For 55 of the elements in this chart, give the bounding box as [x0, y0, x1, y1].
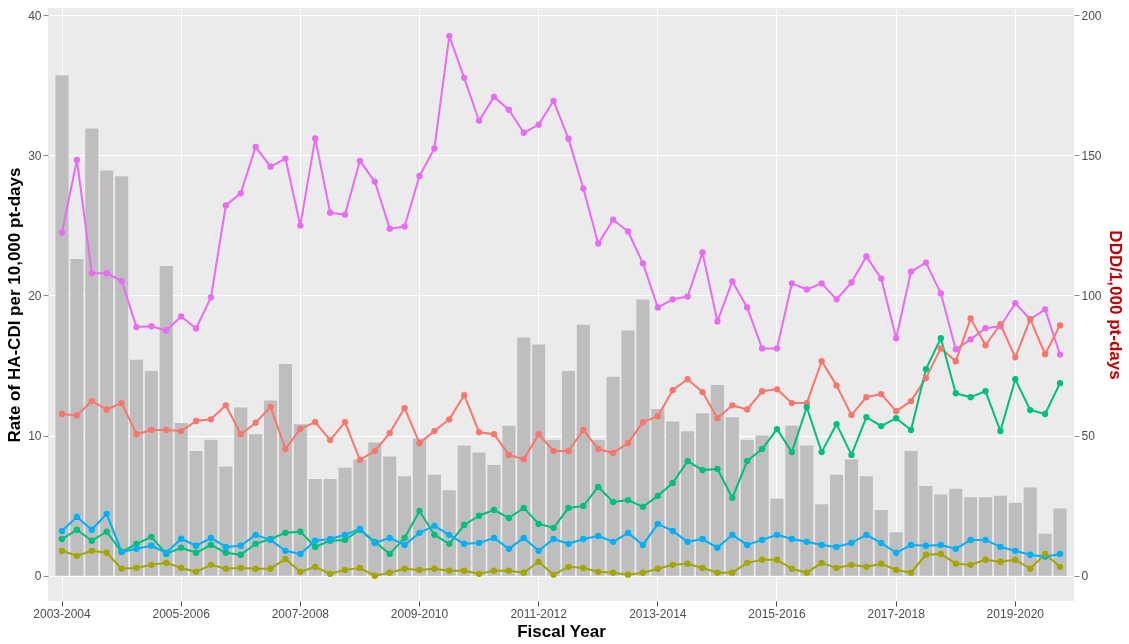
bar — [234, 407, 248, 576]
bar — [725, 417, 739, 576]
bar — [457, 445, 471, 576]
x-tick-label: 2019-2020 — [986, 606, 1045, 621]
y2-tick-label: 50 — [1081, 429, 1096, 444]
bar — [576, 324, 590, 576]
x-tick-label: 2011-2012 — [510, 606, 568, 621]
y-tick-label: 0 — [34, 569, 42, 584]
y-axis-title: Rate of HA-CDI per 10,000 pt-days — [5, 167, 25, 443]
bar — [532, 344, 546, 576]
x-tick-label: 2017-2018 — [867, 606, 926, 621]
bar — [666, 421, 680, 576]
y-tick-label: 20 — [28, 288, 42, 303]
x-tick-label: 2009-2010 — [390, 606, 449, 621]
x-axis-title: Fiscal Year — [517, 621, 607, 641]
y2-tick-label: 100 — [1081, 288, 1102, 303]
bar — [129, 359, 144, 576]
x-tick-label: 2013-2014 — [629, 606, 687, 621]
bar — [740, 439, 754, 576]
bar — [993, 495, 1007, 576]
bar — [681, 431, 695, 576]
bar — [830, 474, 844, 576]
y-tick-label: 30 — [28, 148, 42, 163]
y-tick-label: 40 — [28, 8, 42, 23]
bar — [695, 413, 710, 576]
bar — [100, 170, 114, 576]
bar — [949, 488, 963, 576]
y2-tick-label: 150 — [1081, 148, 1102, 163]
y2-tick-label: 200 — [1081, 8, 1102, 23]
y-tick-label: 10 — [28, 429, 42, 444]
bar — [144, 371, 158, 576]
x-tick-label: 2003-2004 — [33, 606, 92, 621]
bar — [859, 476, 873, 576]
y2-tick-label: 0 — [1081, 569, 1089, 584]
bar — [174, 422, 188, 576]
bar — [934, 494, 948, 576]
bar — [651, 408, 665, 576]
bar — [115, 176, 129, 576]
bar — [249, 434, 263, 576]
bar — [263, 400, 278, 576]
bar — [844, 459, 859, 576]
x-tick-label: 2007-2008 — [271, 606, 330, 621]
x-tick-label: 2005-2006 — [152, 606, 211, 621]
bar — [383, 456, 397, 576]
bar — [159, 265, 173, 576]
bar — [978, 497, 993, 576]
bar — [800, 445, 814, 576]
bar — [278, 364, 292, 576]
x-tick-label: 2015-2016 — [748, 606, 806, 621]
bar — [561, 371, 575, 576]
bar — [1023, 487, 1037, 576]
bar — [517, 337, 531, 576]
y2-axis-title: DDD/1,000 pt-days — [1105, 230, 1125, 380]
bar — [710, 385, 724, 576]
bar — [85, 128, 99, 576]
